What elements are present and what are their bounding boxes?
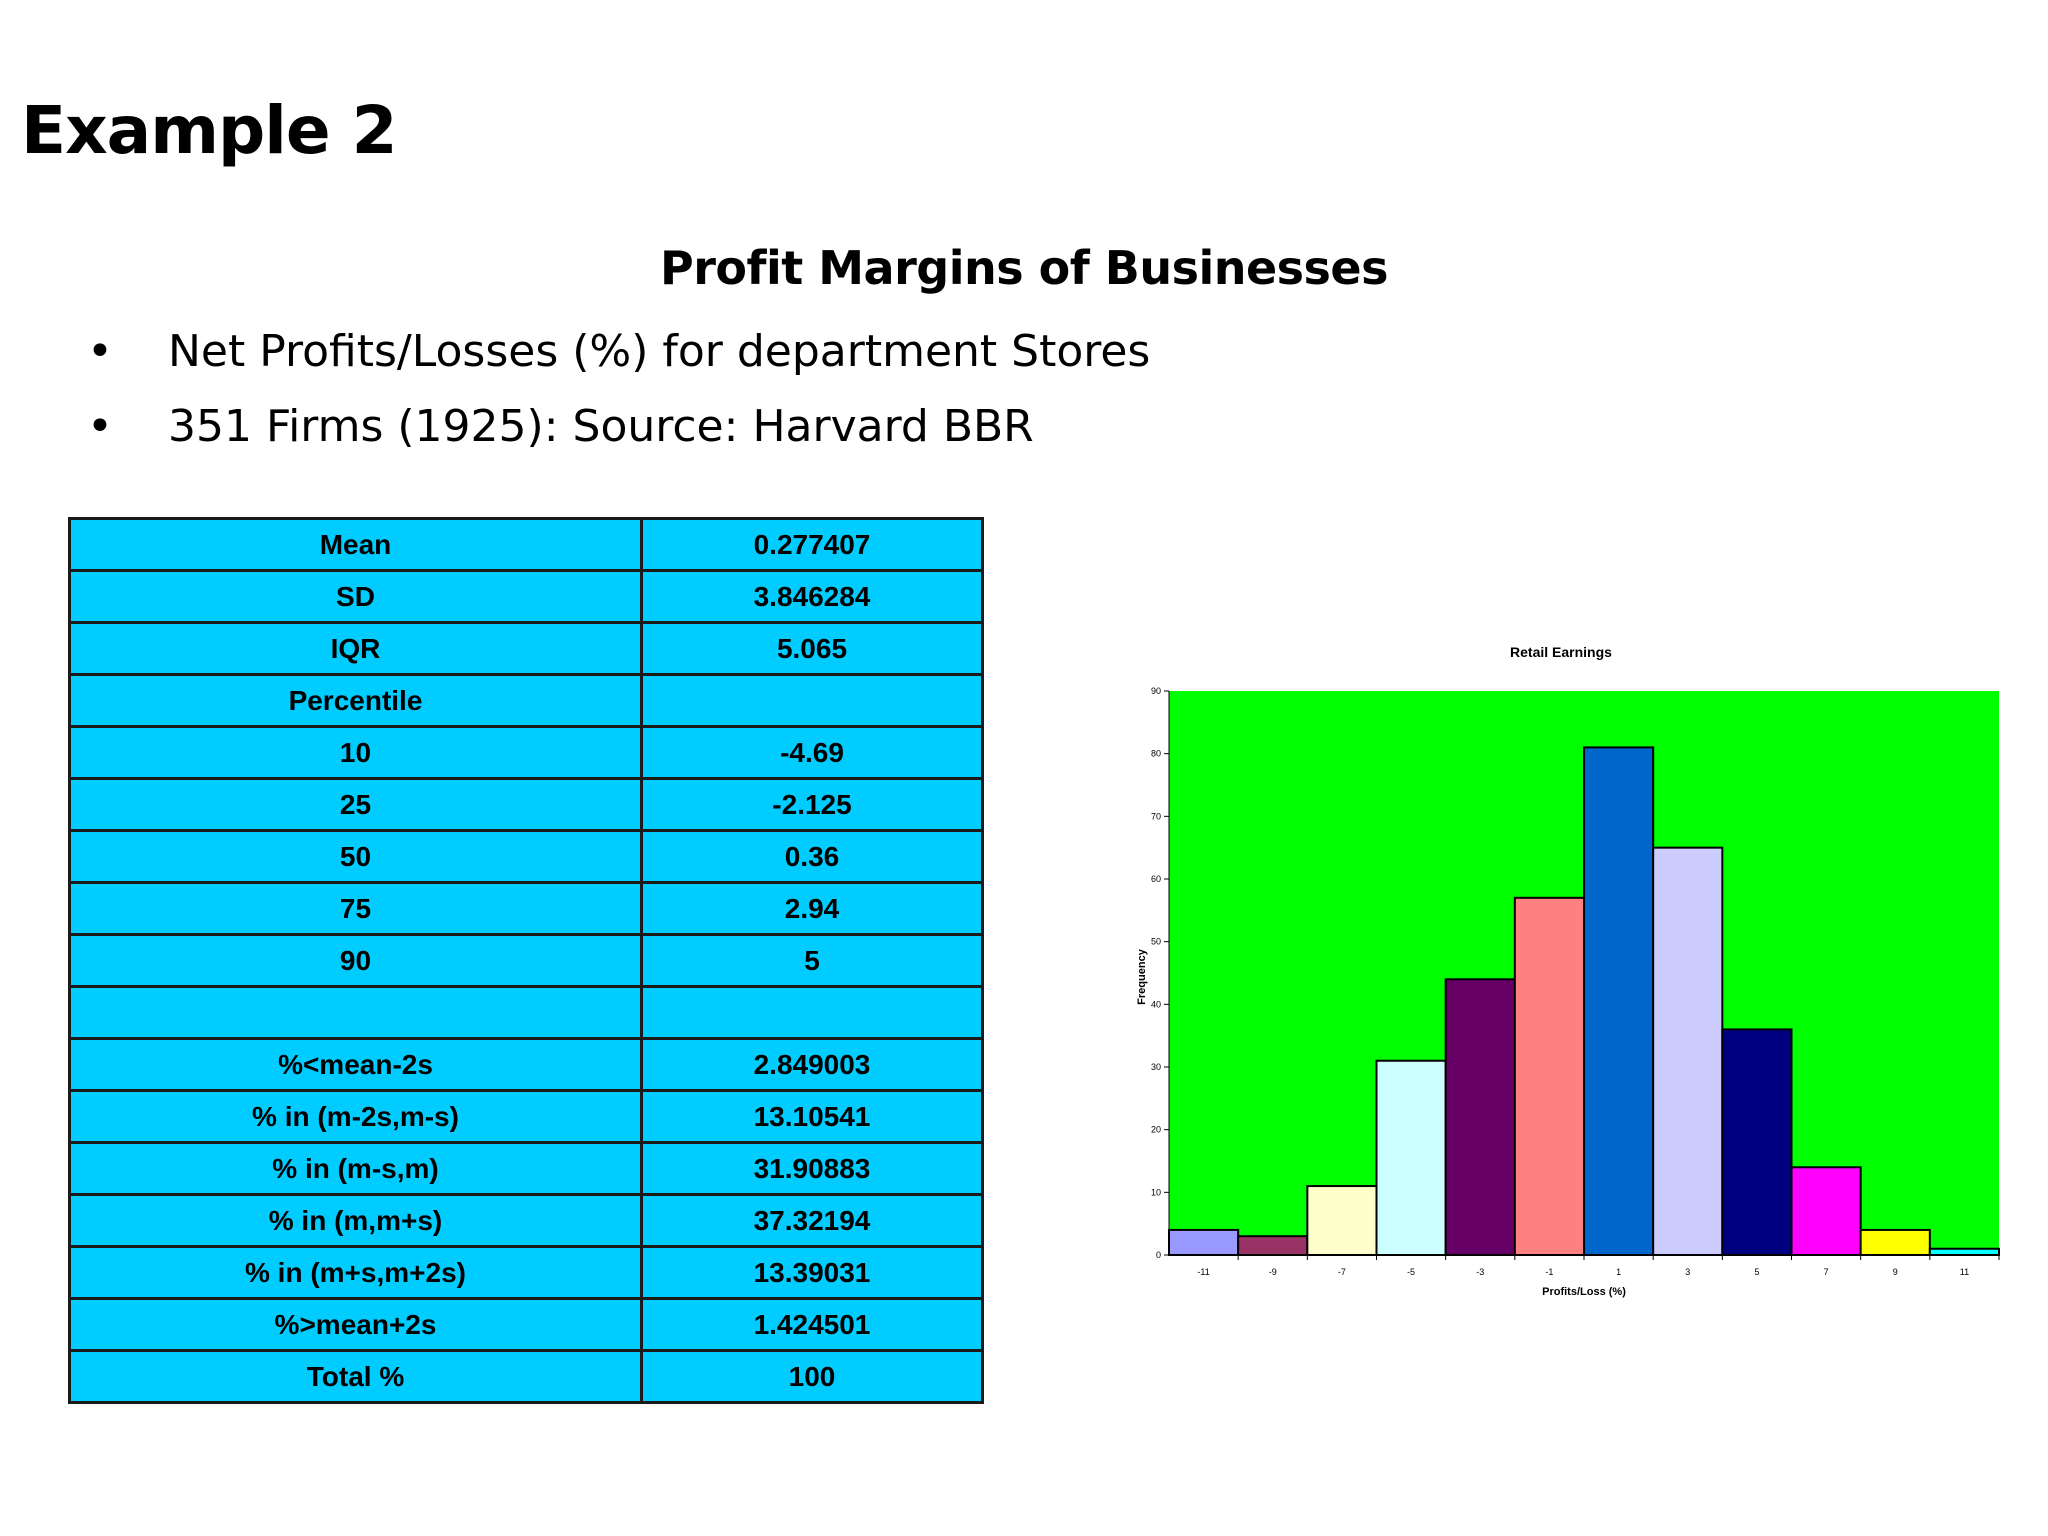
stat-label: %>mean+2s [68, 1297, 643, 1352]
stat-label: 90 [68, 933, 643, 988]
x-tick-label: -1 [1545, 1267, 1553, 1277]
x-tick-label: 3 [1685, 1267, 1690, 1277]
table-row [68, 985, 984, 1040]
retail-earnings-histogram: Retail Earnings Frequency Profits/Loss (… [1136, 644, 2000, 1298]
y-tick-label: 0 [1156, 1250, 1161, 1260]
bullet-text: Net Profits/Losses (%) for department St… [168, 326, 1151, 377]
x-tick-label: 1 [1616, 1267, 1621, 1277]
stat-label: Total % [68, 1349, 643, 1404]
statistics-table: Mean 0.277407 SD 3.846284 IQR 5.065 Percentile… [68, 517, 984, 1404]
histogram-bar [1859, 1228, 1931, 1257]
table-row: 50 0.36 [68, 829, 984, 884]
stat-value: 2.849003 [640, 1037, 984, 1092]
histogram-bar [1652, 846, 1724, 1257]
stat-value [640, 673, 984, 728]
y-tick-label: 60 [1151, 874, 1161, 884]
x-tick-label: 9 [1893, 1267, 1898, 1277]
histogram-bar [1928, 1247, 2000, 1257]
y-axis-label: Frequency [1136, 948, 1148, 1005]
stat-value: 1.424501 [640, 1297, 984, 1352]
stat-label: 25 [68, 777, 643, 832]
table-row: Percentile [68, 673, 984, 728]
stat-value: 3.846284 [640, 569, 984, 624]
y-tick-label: 50 [1151, 937, 1161, 947]
table-row: 10 -4.69 [68, 725, 984, 780]
table-row: % in (m-2s,m-s) 13.10541 [68, 1089, 984, 1144]
stat-label: % in (m-s,m) [68, 1141, 643, 1196]
stat-value: 0.36 [640, 829, 984, 884]
histogram-bar [1790, 1166, 1862, 1256]
stat-value: 5 [640, 933, 984, 988]
table-row: % in (m,m+s) 37.32194 [68, 1193, 984, 1248]
stat-value: -2.125 [640, 777, 984, 832]
table-row: 90 5 [68, 933, 984, 988]
y-tick-label: 10 [1151, 1187, 1161, 1197]
x-tick-label: 11 [1960, 1267, 1969, 1277]
y-tick-label: 40 [1151, 999, 1161, 1009]
chart-title: Retail Earnings [1510, 644, 1612, 660]
histogram-bar [1513, 896, 1586, 1256]
table-row: SD 3.846284 [68, 569, 984, 624]
stat-value: 13.10541 [640, 1089, 984, 1144]
y-tick-label: 70 [1151, 811, 1161, 821]
histogram-bar [1721, 1028, 1793, 1256]
stat-label: % in (m+s,m+2s) [68, 1245, 643, 1300]
stat-label: 50 [68, 829, 643, 884]
slide-subtitle: Profit Margins of Businesses [660, 241, 1389, 295]
stat-value [640, 985, 984, 1040]
table-row: 75 2.94 [68, 881, 984, 936]
table-row: Total % 100 [68, 1349, 984, 1404]
stat-value: 0.277407 [640, 517, 984, 572]
table-row: Mean 0.277407 [68, 517, 984, 572]
x-axis-label: Profits/Loss (%) [1542, 1286, 1626, 1298]
histogram-bar [1444, 978, 1516, 1256]
slide-title: Example 2 [21, 92, 397, 169]
histogram-bar [1375, 1059, 1447, 1256]
stat-label: 75 [68, 881, 643, 936]
table-row: %<mean-2s 2.849003 [68, 1037, 984, 1092]
stat-value: 13.39031 [640, 1245, 984, 1300]
stat-value: 100 [640, 1349, 984, 1404]
bullet-icon: • [87, 326, 113, 377]
bullet-icon: • [87, 401, 113, 452]
y-tick-label: 30 [1151, 1062, 1161, 1072]
histogram-bar [1237, 1235, 1309, 1257]
x-tick-label: -7 [1338, 1267, 1346, 1277]
stat-label [68, 985, 643, 1040]
table-row: % in (m-s,m) 31.90883 [68, 1141, 984, 1196]
table-row: % in (m+s,m+2s) 13.39031 [68, 1245, 984, 1300]
x-tick-label: -5 [1407, 1267, 1415, 1277]
stat-label: IQR [68, 621, 643, 676]
y-tick-label: 90 [1151, 686, 1161, 696]
stat-value: -4.69 [640, 725, 984, 780]
y-tick-label: 20 [1151, 1125, 1161, 1135]
histogram-bar [1583, 746, 1655, 1257]
table-row: %>mean+2s 1.424501 [68, 1297, 984, 1352]
bullet-text: 351 Firms (1925): Source: Harvard BBR [168, 401, 1034, 452]
stat-label: Percentile [68, 673, 643, 728]
x-tick-label: 5 [1754, 1267, 1759, 1277]
histogram-bar [1306, 1185, 1378, 1256]
stat-label: SD [68, 569, 643, 624]
stat-label: %<mean-2s [68, 1037, 643, 1092]
stat-label: % in (m,m+s) [68, 1193, 643, 1248]
stat-label: Mean [68, 517, 643, 572]
stat-label: % in (m-2s,m-s) [68, 1089, 643, 1144]
stat-value: 5.065 [640, 621, 984, 676]
table-row: 25 -2.125 [68, 777, 984, 832]
x-tick-label: -9 [1269, 1267, 1277, 1277]
y-tick-label: 80 [1151, 749, 1161, 759]
x-tick-label: 7 [1824, 1267, 1829, 1277]
stat-value: 31.90883 [640, 1141, 984, 1196]
stat-value: 2.94 [640, 881, 984, 936]
table-row: IQR 5.065 [68, 621, 984, 676]
x-tick-label: -11 [1197, 1267, 1209, 1277]
stat-value: 37.32194 [640, 1193, 984, 1248]
x-tick-label: -3 [1476, 1267, 1484, 1277]
stat-label: 10 [68, 725, 643, 780]
statistics-table-body: Mean 0.277407 SD 3.846284 IQR 5.065 Percentile… [68, 517, 984, 1404]
histogram-bar [1168, 1228, 1240, 1257]
